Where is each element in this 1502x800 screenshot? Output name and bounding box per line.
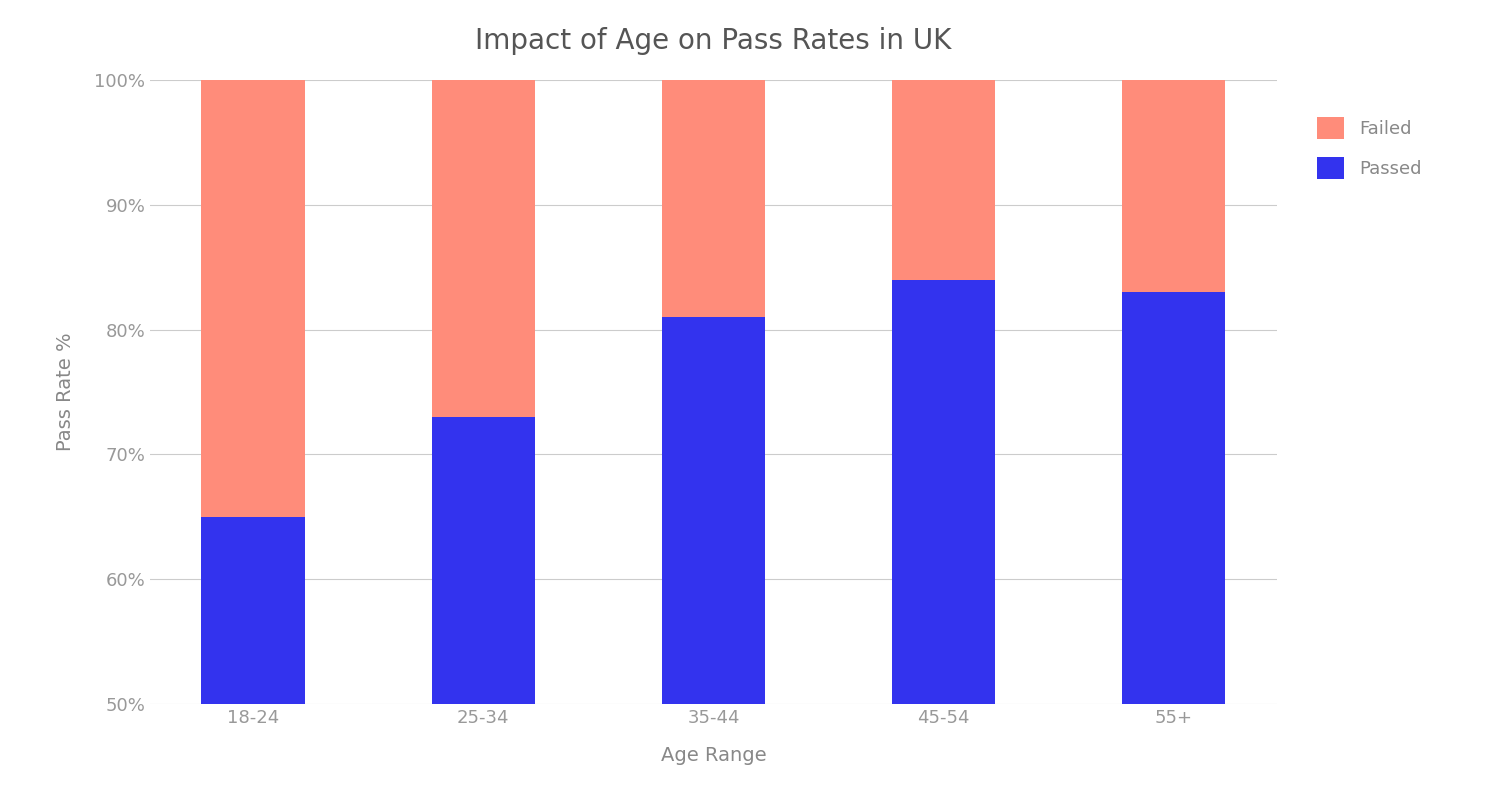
Y-axis label: Pass Rate %: Pass Rate % bbox=[56, 333, 75, 451]
Bar bbox=[431, 417, 535, 704]
Bar bbox=[892, 280, 996, 704]
Bar bbox=[201, 517, 305, 704]
Bar bbox=[1122, 292, 1226, 704]
Bar bbox=[892, 80, 996, 280]
Bar bbox=[662, 80, 765, 317]
Bar bbox=[431, 80, 535, 417]
X-axis label: Age Range: Age Range bbox=[661, 746, 766, 766]
Bar bbox=[1122, 80, 1226, 292]
Legend: Failed, Passed: Failed, Passed bbox=[1308, 108, 1430, 188]
Bar bbox=[201, 80, 305, 517]
Bar bbox=[662, 317, 765, 704]
Title: Impact of Age on Pass Rates in UK: Impact of Age on Pass Rates in UK bbox=[475, 27, 952, 55]
